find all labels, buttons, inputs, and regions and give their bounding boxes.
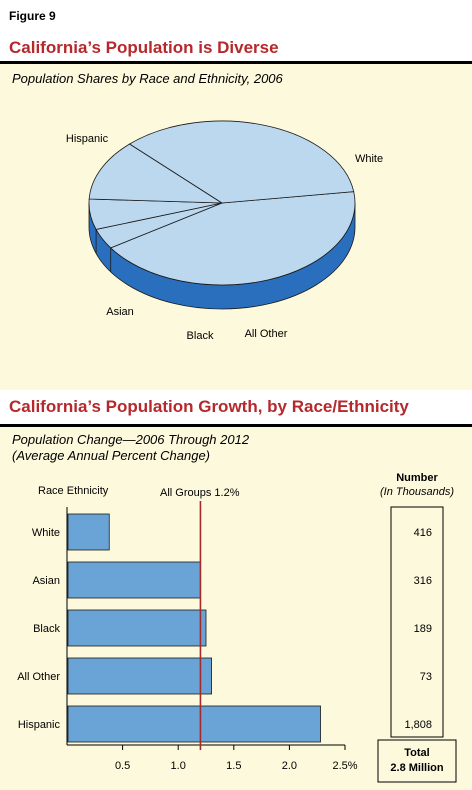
number-header: Number: [396, 472, 438, 484]
bar-chart-subtitle-units: (Average Annual Percent Change): [12, 448, 211, 463]
bar-white: [67, 513, 110, 551]
bar-black: [67, 609, 207, 647]
category-label-asian: Asian: [32, 575, 60, 587]
pie-label-all-other: All Other: [245, 328, 288, 340]
figure-label: Figure 9: [9, 9, 56, 23]
number-header-units: (In Thousands): [380, 486, 454, 498]
pie-label-asian: Asian: [106, 306, 134, 318]
number-value-black: 189: [414, 623, 432, 635]
x-tick-label: 1.5: [226, 760, 241, 772]
pie-slice-white: [109, 191, 356, 286]
pie-label-black: Black: [187, 330, 214, 342]
section2-top-rule: [0, 424, 472, 427]
category-label-white: White: [32, 527, 60, 539]
bar-asian: [67, 561, 201, 599]
category-header: Race Ethnicity: [38, 485, 109, 497]
x-tick-label: 2.0: [282, 760, 297, 772]
total-value: 2.8 Million: [390, 762, 443, 774]
bar-chart-title: California’s Population Growth, by Race/…: [9, 397, 409, 416]
number-value-asian: 316: [414, 575, 432, 587]
reference-line-label: All Groups 1.2%: [160, 487, 240, 499]
pie-chart-subtitle: Population Shares by Race and Ethnicity,…: [12, 71, 283, 86]
number-value-all-other: 73: [420, 671, 432, 683]
category-label-all-other: All Other: [17, 671, 60, 683]
pie-label-hispanic: Hispanic: [66, 133, 109, 145]
number-value-hispanic: 1,808: [404, 719, 432, 731]
pie-chart-title: California’s Population is Diverse: [9, 38, 279, 57]
bar-chart: Race Ethnicity All Groups 1.2% Number (I…: [17, 472, 457, 783]
category-label-hispanic: Hispanic: [18, 719, 61, 731]
bar-chart-subtitle: Population Change—2006 Through 2012: [12, 432, 250, 447]
pie-slice-asian: [88, 143, 224, 204]
number-box: [390, 506, 444, 738]
total-label: Total: [404, 747, 429, 759]
bar-hispanic: [67, 705, 321, 743]
pie-slice-hispanic: [128, 120, 355, 204]
pie-chart: White All Other Black Asian Hispanic: [66, 120, 383, 342]
pie-label-white: White: [355, 153, 383, 165]
x-tick-label: 2.5%: [332, 760, 357, 772]
x-tick-label: 1.0: [171, 760, 186, 772]
category-label-black: Black: [33, 623, 60, 635]
section1-top-rule: [0, 61, 472, 64]
number-value-white: 416: [414, 527, 432, 539]
x-tick-label: 0.5: [115, 760, 130, 772]
total-box: [377, 739, 457, 783]
bar-all-other: [67, 657, 212, 695]
